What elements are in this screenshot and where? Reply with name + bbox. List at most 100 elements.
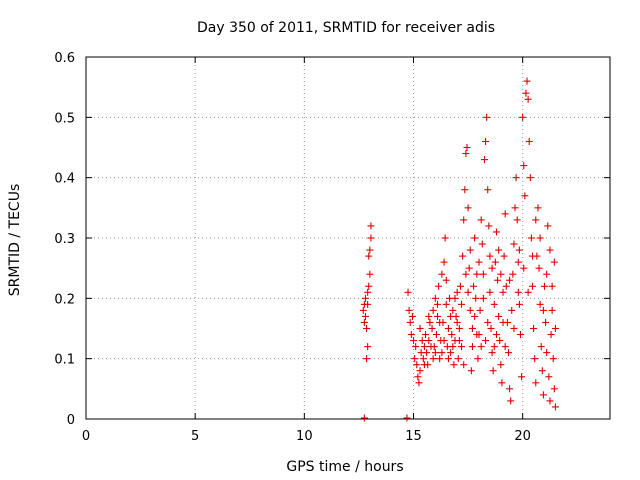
- data-point: [453, 318, 461, 326]
- data-point: [364, 343, 372, 351]
- data-point: [494, 276, 502, 284]
- data-point: [515, 246, 523, 254]
- data-point: [524, 95, 532, 103]
- data-point: [532, 216, 540, 224]
- data-point: [460, 216, 468, 224]
- data-point: [544, 222, 552, 230]
- data-point: [546, 246, 554, 254]
- data-point: [476, 306, 484, 314]
- data-point: [364, 300, 372, 308]
- data-point: [364, 288, 372, 296]
- data-point: [525, 137, 533, 145]
- data-point: [541, 282, 548, 290]
- data-point: [462, 150, 470, 158]
- data-point: [404, 288, 412, 296]
- data-point: [534, 204, 542, 212]
- data-point: [499, 318, 507, 326]
- data-point: [435, 282, 443, 290]
- data-point: [418, 337, 426, 345]
- y-axis-title: SRMTID / TECUs: [7, 184, 23, 297]
- data-point: [436, 318, 444, 326]
- y-tick-label: 0.4: [54, 172, 75, 187]
- data-point: [420, 343, 428, 351]
- data-point: [512, 174, 520, 182]
- data-point: [538, 367, 546, 375]
- data-point: [365, 282, 373, 290]
- data-point: [431, 349, 439, 357]
- data-point: [464, 288, 472, 296]
- data-point: [464, 204, 472, 212]
- data-point: [474, 355, 482, 363]
- data-point: [426, 318, 434, 326]
- data-point: [448, 331, 456, 339]
- data-point: [490, 300, 498, 308]
- data-point: [423, 349, 431, 357]
- data-point: [501, 343, 509, 351]
- data-point: [470, 282, 478, 290]
- x-tick-label: 20: [514, 429, 531, 444]
- data-point: [455, 325, 463, 332]
- data-point: [366, 270, 374, 278]
- data-point: [466, 306, 474, 314]
- data-point: [434, 300, 442, 308]
- data-point: [453, 288, 461, 296]
- data-point: [363, 325, 371, 332]
- data-point: [367, 234, 375, 242]
- data-point: [482, 337, 490, 345]
- x-tick-label: 5: [191, 429, 199, 444]
- data-point: [406, 318, 414, 326]
- data-point: [414, 373, 422, 381]
- data-point: [440, 258, 448, 266]
- axis-ticks: 0 5 10 15 20 0 0.1 0.2 0.3 0.4 0.5 0.6: [54, 51, 610, 444]
- data-point: [467, 367, 475, 375]
- data-point: [506, 276, 514, 284]
- data-point: [539, 306, 547, 314]
- data-point: [475, 258, 483, 266]
- data-point: [438, 349, 446, 357]
- data-point: [425, 337, 433, 345]
- data-point: [498, 379, 506, 387]
- data-point: [508, 306, 516, 314]
- plot-frame: [85, 56, 611, 420]
- data-point: [535, 264, 543, 272]
- data-point: [458, 300, 466, 308]
- data-point: [412, 343, 420, 351]
- data-point: [451, 294, 459, 302]
- data-point: [480, 156, 488, 164]
- data-point: [410, 337, 417, 345]
- data-point: [366, 246, 374, 254]
- data-point: [468, 343, 476, 351]
- data-point: [416, 325, 424, 332]
- x-tick-label: 0: [82, 429, 90, 444]
- data-point: [360, 414, 368, 422]
- y-tick-label: 0.2: [54, 292, 75, 307]
- data-point: [449, 343, 457, 351]
- data-point: [536, 234, 544, 242]
- data-point: [455, 337, 463, 345]
- data-point: [450, 361, 458, 369]
- data-point: [543, 270, 551, 278]
- data-point: [539, 391, 547, 399]
- x-axis-title: GPS time / hours: [286, 459, 403, 475]
- data-point: [536, 300, 544, 308]
- data-point: [485, 222, 493, 230]
- data-point: [500, 252, 508, 260]
- data-point: [468, 325, 476, 332]
- data-point: [491, 258, 499, 266]
- data-point: [419, 355, 427, 363]
- data-point: [442, 276, 450, 284]
- y-tick-label: 0: [67, 413, 75, 428]
- data-point: [513, 216, 521, 224]
- data-point: [514, 258, 522, 266]
- data-point: [420, 361, 428, 369]
- data-point: [438, 270, 446, 278]
- data-point: [550, 385, 558, 393]
- data-point: [519, 113, 527, 121]
- data-point: [459, 252, 467, 260]
- data-point: [524, 288, 532, 296]
- data-point: [428, 325, 436, 332]
- data-point: [471, 234, 479, 242]
- data-point: [458, 343, 466, 351]
- data-point: [460, 361, 468, 369]
